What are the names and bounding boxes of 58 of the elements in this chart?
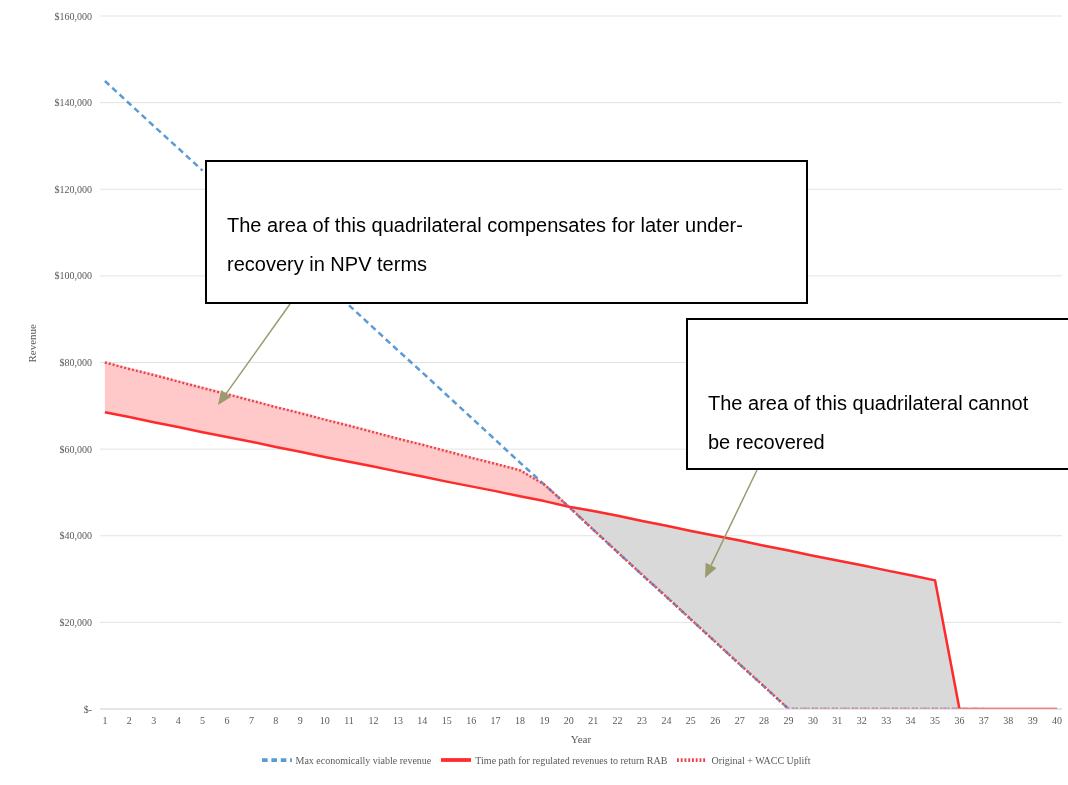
y-tick-label: $- bbox=[83, 703, 92, 715]
x-tick-label: 24 bbox=[661, 715, 672, 727]
legend-label: Original + WACC Uplift bbox=[711, 754, 811, 766]
annotation: The area of this quadrilateral compensates for later under-recovery in NPV terms bbox=[227, 213, 744, 277]
x-tick-label: 17 bbox=[490, 715, 501, 727]
x-tick-label: 20 bbox=[563, 715, 574, 727]
x-tick-label: 28 bbox=[759, 715, 770, 727]
x-tick-label: 19 bbox=[539, 715, 550, 727]
y-tick-label: $160,000 bbox=[54, 10, 92, 22]
x-tick-label: 12 bbox=[368, 715, 379, 727]
x-tick-label: 14 bbox=[417, 715, 428, 727]
x-tick-label: 36 bbox=[954, 715, 965, 727]
x-tick-label: 4 bbox=[175, 715, 181, 727]
x-tick-label: 21 bbox=[588, 715, 599, 727]
legend-label: Max economically viable revenue bbox=[295, 754, 432, 766]
x-tick-label: 30 bbox=[807, 715, 818, 727]
x-axis-title: Year bbox=[570, 733, 592, 745]
y-axis-title: Revenue bbox=[25, 323, 38, 363]
x-tick-label: 35 bbox=[930, 715, 941, 727]
x-tick-label: 18 bbox=[514, 715, 525, 727]
x-tick-label: 37 bbox=[978, 715, 989, 727]
y-tick-label: $20,000 bbox=[59, 616, 92, 628]
x-tick-label: 23 bbox=[637, 715, 648, 727]
y-tick-label: $100,000 bbox=[54, 270, 92, 282]
callout-box: The area of this quadrilateral cannot be recovered bbox=[686, 318, 1068, 470]
callout-box: The area of this quadrilateral compensates for later under-recovery in NPV terms bbox=[205, 160, 808, 304]
x-tick-label: 22 bbox=[612, 715, 623, 727]
x-tick-label: 5 bbox=[200, 715, 206, 727]
x-tick-label: 31 bbox=[832, 715, 843, 727]
x-tick-label: 32 bbox=[856, 715, 867, 727]
x-tick-label: 6 bbox=[224, 715, 230, 727]
x-tick-label: 27 bbox=[734, 715, 745, 727]
x-tick-label: 15 bbox=[441, 715, 452, 727]
annotation: The area of this quadrilateral cannot be recovered bbox=[708, 391, 1030, 455]
x-tick-label: 16 bbox=[466, 715, 477, 727]
x-tick-label: 13 bbox=[392, 715, 403, 727]
x-tick-label: 33 bbox=[881, 715, 892, 727]
x-tick-label: 26 bbox=[710, 715, 721, 727]
x-tick-label: 10 bbox=[319, 715, 330, 727]
x-tick-label: 11 bbox=[344, 715, 354, 727]
x-tick-label: 29 bbox=[783, 715, 794, 727]
x-tick-label: 40 bbox=[1052, 715, 1063, 727]
x-tick-label: 34 bbox=[905, 715, 916, 727]
x-tick-label: 9 bbox=[297, 715, 303, 727]
x-tick-label: 38 bbox=[1003, 715, 1014, 727]
x-tick-label: 39 bbox=[1027, 715, 1038, 727]
y-tick-label: $40,000 bbox=[59, 530, 92, 542]
x-tick-label: 1 bbox=[102, 715, 108, 727]
x-tick-label: 2 bbox=[126, 715, 132, 727]
y-tick-label: $120,000 bbox=[54, 183, 92, 195]
y-tick-label: $140,000 bbox=[54, 97, 92, 109]
x-tick-label: 3 bbox=[151, 715, 157, 727]
x-tick-label: 25 bbox=[685, 715, 696, 727]
x-tick-label: 7 bbox=[248, 715, 254, 727]
legend-label: Time path for regulated revenues to return RAB bbox=[475, 754, 668, 766]
x-tick-label: 8 bbox=[273, 715, 279, 727]
y-tick-label: $80,000 bbox=[59, 357, 92, 369]
y-tick-label: $60,000 bbox=[59, 443, 92, 455]
